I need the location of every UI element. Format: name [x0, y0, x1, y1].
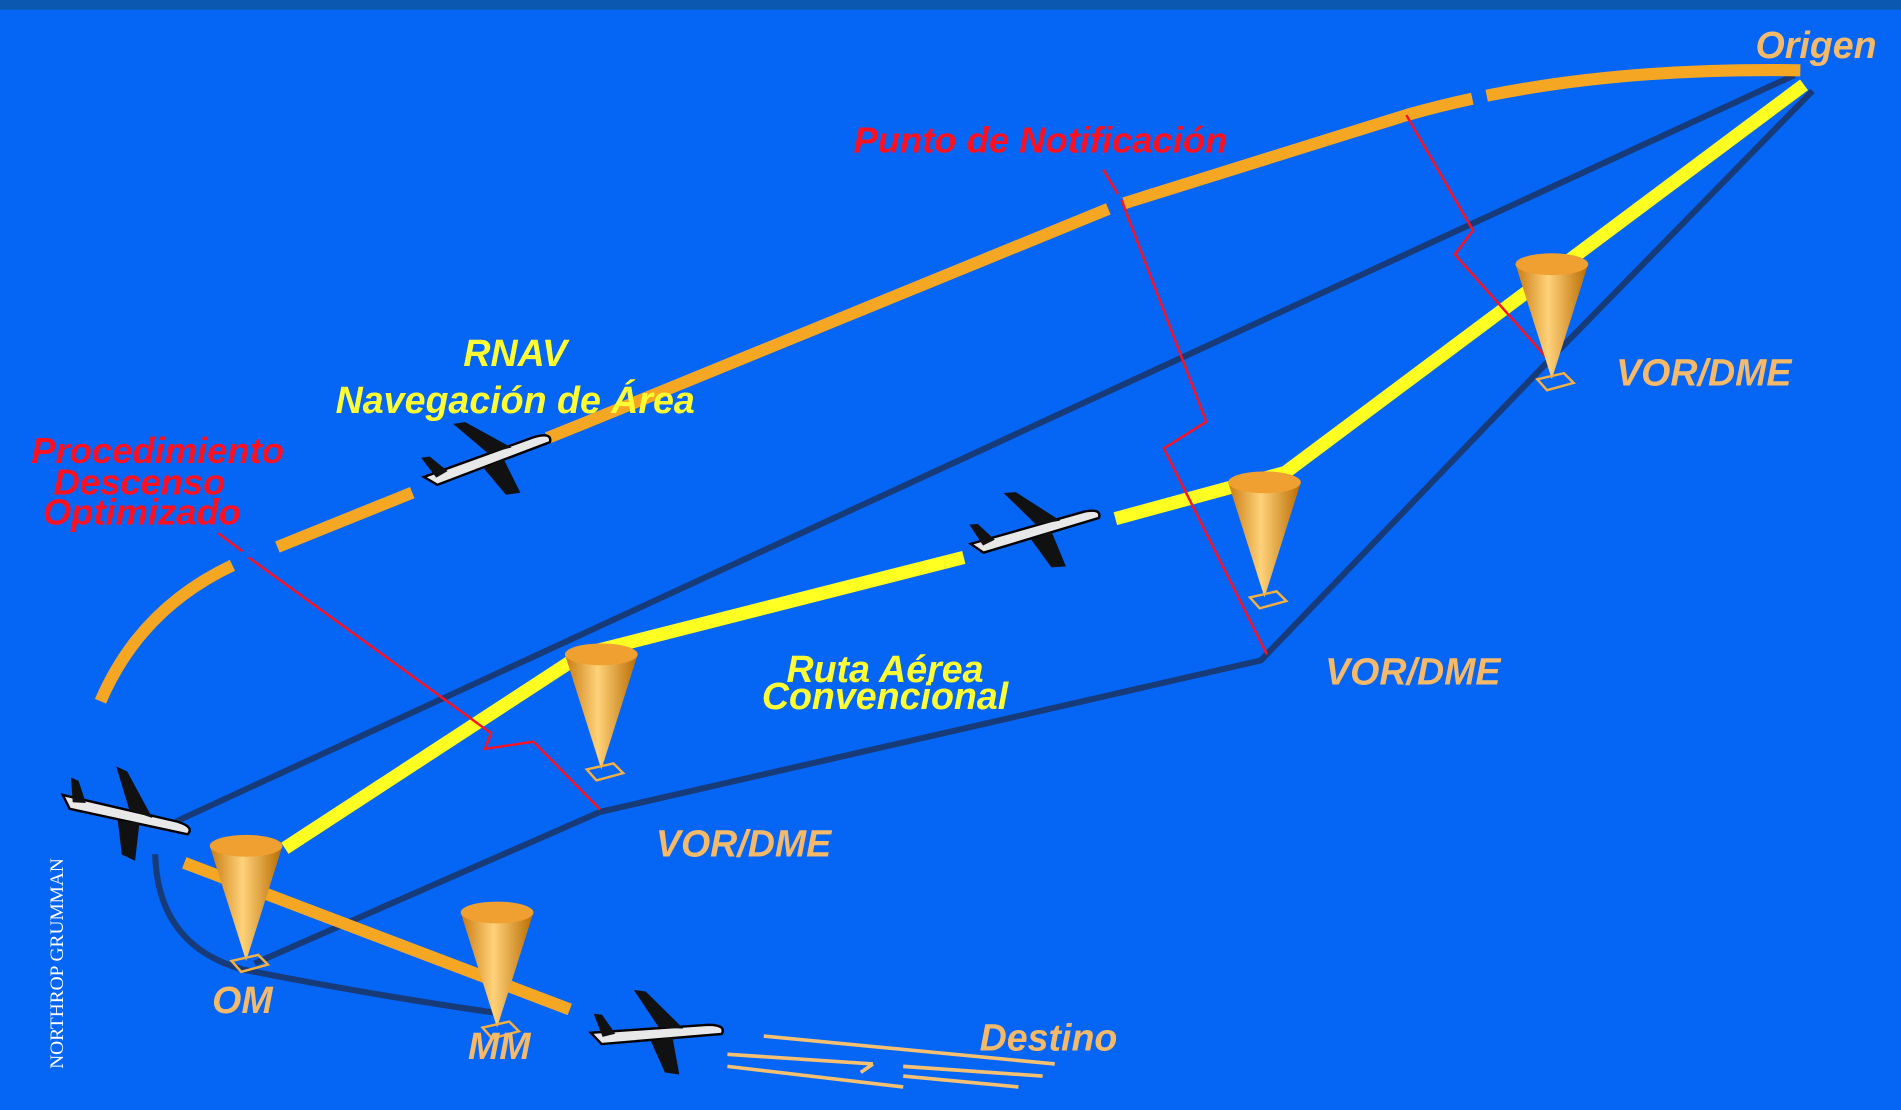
label: Convencional [762, 675, 1010, 717]
label: Origen [1756, 24, 1877, 66]
label: VOR/DME [1325, 651, 1501, 693]
routes [72, 63, 1815, 1089]
brand: NORTHROP GRUMMAN [47, 858, 68, 1069]
label: Navegación de Área [336, 379, 695, 421]
label: VOR/DME [656, 823, 832, 865]
label: Punto de Notificación [854, 120, 1228, 161]
label: RNAV [463, 332, 570, 374]
label: OM [212, 979, 273, 1021]
top-bar [0, 0, 1901, 10]
label: Ruta Aérea [787, 648, 984, 690]
cones [208, 252, 1590, 1040]
label: VOR/DME [1616, 351, 1792, 393]
label: MM [468, 1025, 531, 1067]
label: Procedimiento [31, 430, 284, 471]
label: Destino [980, 1017, 1118, 1059]
label: Optimizado [43, 492, 241, 533]
label: Descenso [54, 461, 226, 502]
